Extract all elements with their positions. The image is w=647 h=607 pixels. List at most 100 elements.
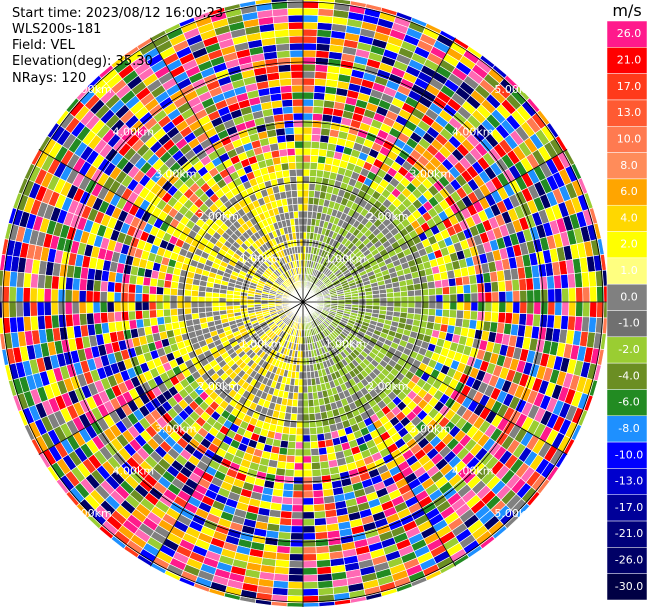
radar-gate [414,301,423,309]
radar-gate [288,567,304,576]
radar-gate [312,98,325,108]
radar-gate [440,316,450,326]
radar-gate [291,84,304,93]
radar-gate [50,288,59,303]
radar-gate [282,482,294,492]
radar-gate [169,301,178,310]
radar-gate [286,447,296,457]
radar-gate [302,63,316,72]
radar-gate [306,371,312,380]
radar-gate [85,301,94,314]
radar-gate [512,301,521,314]
radar-gate [298,217,304,226]
radar-gate [289,49,304,58]
radar-gate [92,312,102,325]
radar-gate [315,538,329,548]
radar-gate [281,496,294,506]
radar-gate [106,291,115,303]
radar-gate [309,154,319,164]
radar-gate [314,531,329,541]
radar-gate [287,574,304,583]
radar-gate [302,56,317,65]
radar-gate [162,287,172,296]
radar-gate [148,301,157,311]
radar-gate [290,63,304,72]
radar-gate [183,307,192,315]
radar-gate [302,392,309,401]
radar-gate [414,307,423,315]
radar-gate [296,189,304,198]
radar-gate [318,601,336,607]
radar-gate [302,371,308,380]
radar-gate [291,504,304,513]
radar-gate [218,301,227,307]
radar-gate [302,21,319,30]
radar-gate [302,147,312,156]
radar-gate [285,454,296,464]
radar-gate [190,301,199,309]
radar-gate [287,581,304,590]
radar-gate [184,313,193,321]
radar-gate [441,308,451,318]
radar-gate [169,294,178,303]
radar-gate [314,63,329,73]
radar-gate [310,447,320,457]
radar-gate [379,301,388,307]
radar-gate [435,301,444,310]
radar-gate [293,210,299,219]
radar-gate [295,434,304,443]
radar-gate [275,43,291,52]
radar-gate [120,292,129,303]
radar-gate [505,301,514,314]
radar-gate [297,203,304,212]
radar-gate [169,287,179,296]
radar-gate [302,483,314,492]
radar-gate [302,504,315,513]
radar-gate [277,56,291,66]
radar-gate [288,426,297,436]
radar-gate [99,280,109,293]
radar-gate [293,119,304,128]
radar-gate [294,455,304,464]
radar-gate [312,105,324,115]
radar-gate [504,312,514,325]
radar-gate [120,282,130,294]
radar-gate [302,119,313,128]
radar-gate [311,461,321,471]
radar-gate [302,518,316,527]
radar-gate [162,308,172,317]
radar-gate [280,162,290,171]
radar-gate [295,161,304,170]
radar-gate [279,155,289,165]
radar-gate [170,314,179,324]
radar-gate [311,468,322,478]
radar-gate [302,490,314,499]
radar-gate [190,295,199,303]
radar-gate [289,42,304,51]
radar-gate [302,553,317,562]
radar-gate [183,295,192,303]
radar-gate [141,284,151,295]
radar-gate [302,98,314,107]
radar-gate [50,301,59,316]
radar-gate [491,301,500,313]
radar-gate [279,77,292,87]
radar-gate [113,301,122,313]
radar-gate [302,35,318,44]
radar-gate [288,433,297,443]
radar-gate [99,301,108,313]
radar-gate [292,483,304,492]
radar-gate [85,290,94,303]
radar-gate [309,426,318,436]
radar-gate [308,413,316,422]
radar-gate [293,217,300,226]
radar-gate [64,289,73,303]
radar-gate [309,440,319,450]
radar-gate [294,441,304,450]
radar-gate [309,168,318,178]
radar-gate [287,21,304,30]
radar-gate [302,539,317,548]
radar-gate [309,161,318,171]
radar-gate [393,301,402,308]
